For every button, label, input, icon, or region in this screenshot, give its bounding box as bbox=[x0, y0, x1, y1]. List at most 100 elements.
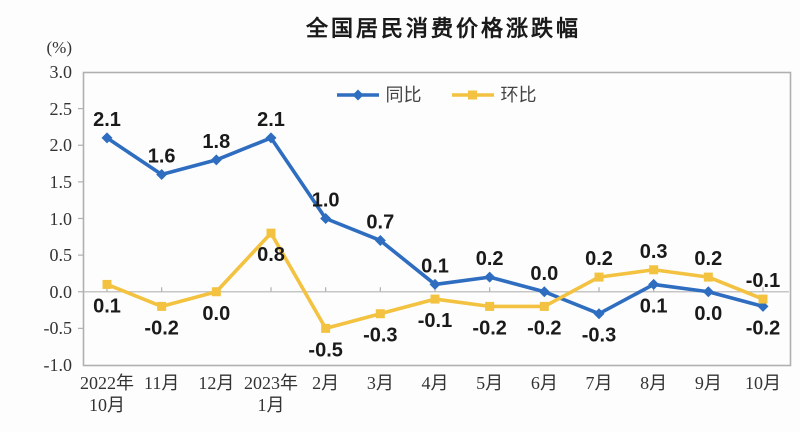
legend-item-huanbi[interactable]: 环比 bbox=[451, 83, 537, 107]
data-point-label: 1.0 bbox=[312, 190, 340, 212]
data-point-label: 2.1 bbox=[93, 109, 121, 131]
x-tick-label-line: 12月 bbox=[198, 373, 235, 393]
data-point-label: 0.0 bbox=[694, 303, 722, 325]
data-point-marker bbox=[758, 294, 768, 304]
data-point-label: 0.8 bbox=[257, 244, 285, 266]
y-tick-label: 1.5 bbox=[49, 171, 73, 192]
tongbi-line-marker-icon bbox=[336, 89, 379, 101]
data-point-marker bbox=[211, 287, 221, 297]
x-tick-label: 10月 bbox=[718, 372, 800, 394]
data-point-label: -0.2 bbox=[746, 317, 780, 339]
data-point-marker bbox=[757, 300, 769, 312]
data-point-label: -0.2 bbox=[527, 317, 561, 339]
data-point-label: 2.1 bbox=[257, 109, 285, 131]
data-point-marker bbox=[320, 213, 332, 224]
x-tick-label-line: 8月 bbox=[640, 373, 668, 393]
legend: 同比 环比 bbox=[83, 83, 790, 107]
y-tick-label: -0.5 bbox=[43, 318, 73, 339]
x-tick-label-line: 9月 bbox=[694, 373, 722, 393]
plot-border bbox=[82, 71, 792, 367]
data-point-label: 0.3 bbox=[640, 241, 668, 263]
data-point-marker bbox=[539, 301, 549, 311]
data-point-marker bbox=[375, 309, 385, 319]
x-tick-label: 6月 bbox=[499, 372, 589, 394]
data-point-label: 0.2 bbox=[585, 248, 613, 270]
x-tick-label-line: 5月 bbox=[476, 373, 504, 393]
x-tick-label-line: 3月 bbox=[366, 373, 394, 393]
y-tick-label: 0.5 bbox=[49, 245, 73, 266]
x-tick-label-line: 6月 bbox=[530, 373, 558, 393]
data-point-marker bbox=[266, 228, 276, 238]
x-tick-label-line: 2月 bbox=[312, 373, 340, 393]
x-tick-label: 11月 bbox=[117, 372, 207, 394]
data-point-label: 0.1 bbox=[640, 295, 668, 317]
data-point-label: 0.2 bbox=[694, 248, 722, 270]
y-tick-label: -1.0 bbox=[43, 355, 73, 375]
x-tick-label: 7月 bbox=[554, 372, 644, 394]
data-point-marker bbox=[485, 301, 495, 311]
huanbi-line-marker-icon bbox=[451, 90, 494, 100]
x-tick-label: 9月 bbox=[663, 372, 753, 394]
y-tick-label: 2.0 bbox=[49, 135, 73, 156]
data-point-label: 0.7 bbox=[366, 211, 394, 233]
data-point-marker bbox=[702, 286, 714, 298]
x-tick-label-line: 4月 bbox=[421, 373, 449, 393]
legend-label-tongbi: 同比 bbox=[385, 85, 422, 105]
x-tick-label: 2月 bbox=[281, 372, 371, 394]
data-point-label: -0.3 bbox=[363, 325, 397, 347]
data-point-marker bbox=[374, 234, 386, 246]
legend-label-huanbi: 环比 bbox=[500, 85, 537, 105]
data-point-marker bbox=[429, 278, 441, 290]
data-point-marker bbox=[594, 272, 604, 282]
x-tick-label-line: 10月 bbox=[89, 395, 125, 415]
data-point-label: 0.0 bbox=[202, 303, 230, 325]
x-tick-label: 12月 bbox=[171, 372, 261, 394]
data-point-marker bbox=[210, 154, 222, 166]
data-point-marker bbox=[265, 132, 277, 144]
data-point-label: 1.6 bbox=[148, 146, 176, 168]
data-point-label: 1.8 bbox=[202, 131, 230, 153]
legend-item-tongbi[interactable]: 同比 bbox=[336, 83, 422, 107]
data-point-label: 0.1 bbox=[421, 255, 449, 277]
x-tick-label-line: 10月 bbox=[745, 373, 781, 393]
data-point-marker bbox=[102, 279, 112, 289]
y-axis-unit-label: (%) bbox=[46, 38, 72, 57]
data-point-label: -0.2 bbox=[144, 317, 178, 339]
x-tick-label-line: 1月 bbox=[257, 395, 285, 415]
y-tick-label: 3.0 bbox=[49, 62, 73, 82]
x-tick-label: 8月 bbox=[609, 372, 699, 394]
x-tick-label: 5月 bbox=[445, 372, 535, 394]
y-tick-label: 2.5 bbox=[49, 98, 73, 119]
x-tick-label-line: 11月 bbox=[143, 373, 180, 393]
data-point-label: 0.1 bbox=[93, 295, 121, 317]
data-point-label: 0.0 bbox=[530, 263, 558, 285]
x-tick-label: 2023年 1月 bbox=[226, 372, 316, 416]
x-tick-label: 4月 bbox=[390, 372, 480, 394]
data-point-marker bbox=[484, 271, 496, 283]
data-point-marker bbox=[321, 323, 331, 333]
data-point-label: -0.2 bbox=[472, 317, 506, 339]
data-point-marker bbox=[538, 286, 550, 298]
data-point-label: -0.1 bbox=[418, 310, 452, 332]
data-point-marker bbox=[101, 132, 113, 144]
x-tick-label-line: 2023年 bbox=[244, 373, 298, 393]
data-point-marker bbox=[156, 169, 168, 181]
data-point-marker bbox=[157, 301, 167, 311]
x-tick-label: 2022年 10月 bbox=[62, 372, 152, 416]
data-point-marker bbox=[649, 265, 659, 275]
data-point-marker bbox=[648, 278, 660, 290]
y-tick-label: 1.0 bbox=[49, 208, 73, 229]
data-point-label: -0.5 bbox=[308, 339, 342, 361]
data-point-label: -0.1 bbox=[746, 270, 780, 292]
y-tick-label: 0.0 bbox=[49, 281, 73, 302]
chart-title: 全国居民消费价格涨跌幅 bbox=[305, 16, 581, 41]
data-point-marker bbox=[430, 294, 440, 304]
data-point-label: 0.2 bbox=[476, 248, 504, 270]
x-tick-label: 3月 bbox=[335, 372, 425, 394]
data-point-marker bbox=[593, 308, 605, 320]
data-point-label: -0.3 bbox=[582, 325, 616, 347]
x-tick-label-line: 7月 bbox=[585, 373, 613, 393]
data-point-marker bbox=[703, 272, 713, 282]
